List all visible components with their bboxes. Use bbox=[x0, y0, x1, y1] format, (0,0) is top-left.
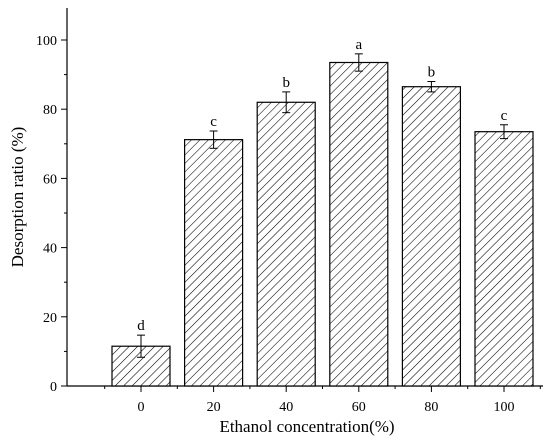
y-ticks: 0 20 40 60 80 100 bbox=[36, 34, 67, 395]
significance-label: b bbox=[428, 65, 436, 81]
y-tick-label: 60 bbox=[43, 172, 57, 187]
bar bbox=[329, 61, 389, 387]
significance-label: a bbox=[355, 37, 362, 53]
y-axis-title: Desorption ratio (%) bbox=[8, 127, 27, 268]
y-tick-label: 80 bbox=[43, 103, 57, 118]
y-tick-label: 40 bbox=[43, 242, 57, 257]
bar bbox=[401, 86, 461, 387]
significance-label: c bbox=[501, 108, 508, 124]
significance-label: d bbox=[137, 318, 145, 334]
x-tick-label: 100 bbox=[494, 400, 515, 415]
bars: d c b a b c bbox=[111, 37, 534, 387]
bar bbox=[474, 131, 534, 387]
x-ticks: 0 20 40 60 80 100 bbox=[104, 386, 541, 415]
x-tick-label: 40 bbox=[279, 400, 293, 415]
x-tick-label: 60 bbox=[352, 400, 366, 415]
significance-label: b bbox=[282, 75, 290, 91]
y-tick-label: 20 bbox=[43, 311, 57, 326]
x-tick-label: 0 bbox=[138, 400, 145, 415]
y-tick-label: 0 bbox=[50, 380, 57, 395]
x-tick-label: 20 bbox=[207, 400, 221, 415]
x-tick-label: 80 bbox=[424, 400, 438, 415]
y-tick-label: 100 bbox=[36, 34, 57, 49]
x-axis-title: Ethanol concentration(%) bbox=[219, 417, 394, 436]
bar bbox=[256, 101, 316, 387]
significance-label: c bbox=[210, 114, 217, 130]
bar bbox=[184, 139, 244, 387]
